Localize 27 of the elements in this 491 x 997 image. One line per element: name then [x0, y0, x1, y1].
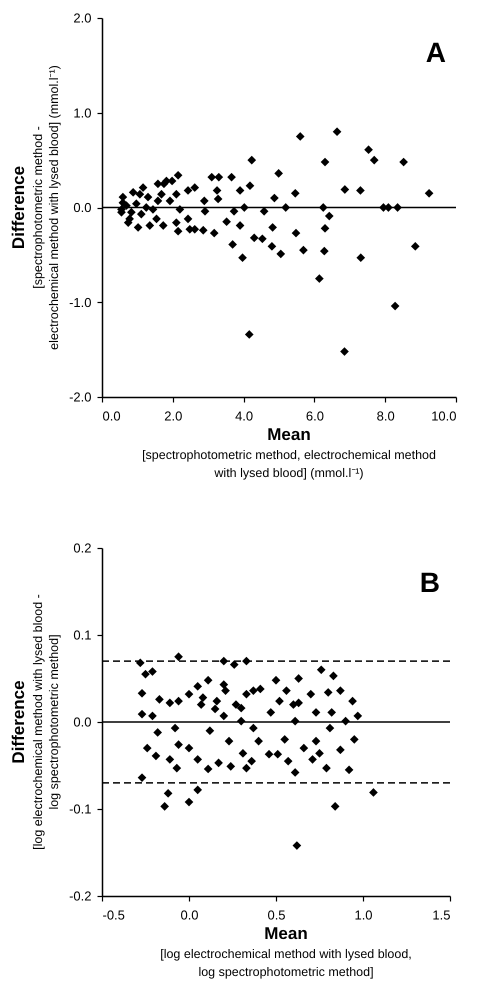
- y-tick-label: 0.2: [73, 540, 92, 556]
- x-axis-title: Mean [log electrochemical method with lysed blood, log spectrophotometric method]: [160, 924, 412, 979]
- x-tick-label: -0.5: [102, 908, 125, 922]
- y-tick-label: -1.0: [69, 294, 92, 310]
- x-tick-label: 2.0: [164, 408, 182, 424]
- text: B: [420, 567, 440, 598]
- text: A: [426, 37, 446, 68]
- x-axis-title: Mean [spectrophotometric method, electrochemical method with lysed blood] (mmol.l⁻¹): [142, 425, 436, 480]
- y-tick-label: 0.0: [73, 200, 92, 215]
- x-tick-label: 0.0: [180, 908, 199, 922]
- x-tick-label: 1.0: [354, 908, 373, 922]
- x-tick-label: 0.0: [102, 408, 121, 424]
- y-tick-label: -0.2: [69, 888, 92, 904]
- x-tick-label: 8.0: [376, 408, 395, 424]
- y-tick-label: 0.0: [73, 714, 92, 730]
- y-tick-label: 2.0: [73, 10, 92, 26]
- x-tick-label: 0.5: [267, 908, 286, 922]
- y-axis-title: Difference [spectrophotometric method - electrochemical method with lysed blood] (mmol.l⁻¹): [9, 65, 61, 350]
- y-tick-label: 1.0: [73, 105, 92, 120]
- y-axis-title: Difference [log electrochemical method with lysed blood - log spectrophotometric method]: [9, 594, 61, 850]
- y-tick-label: 0.1: [73, 628, 92, 642]
- x-tick-label: 6.0: [306, 408, 324, 424]
- x-tick-label: 10.0: [431, 408, 456, 424]
- y-tick-label: -2.0: [69, 390, 92, 404]
- x-tick-label: 4.0: [235, 408, 254, 424]
- x-tick-label: 1.5: [432, 908, 450, 922]
- y-tick-label: -0.1: [69, 802, 92, 816]
